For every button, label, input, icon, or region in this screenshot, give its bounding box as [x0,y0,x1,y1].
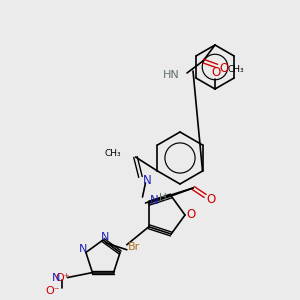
Text: CH₃: CH₃ [105,149,122,158]
Text: CH₃: CH₃ [228,65,244,74]
Text: N: N [101,232,109,242]
Text: O: O [219,61,229,74]
Text: HN: HN [163,70,180,80]
Text: N: N [149,194,158,206]
Text: O⁺: O⁺ [56,273,70,283]
Text: O: O [212,67,220,80]
Text: O⁻: O⁻ [46,286,60,296]
Text: H: H [160,193,167,203]
Text: Br: Br [128,242,140,252]
Text: O: O [207,194,216,206]
Text: N: N [143,175,152,188]
Text: O: O [186,208,196,221]
Text: N: N [79,244,87,254]
Text: N: N [52,273,60,283]
